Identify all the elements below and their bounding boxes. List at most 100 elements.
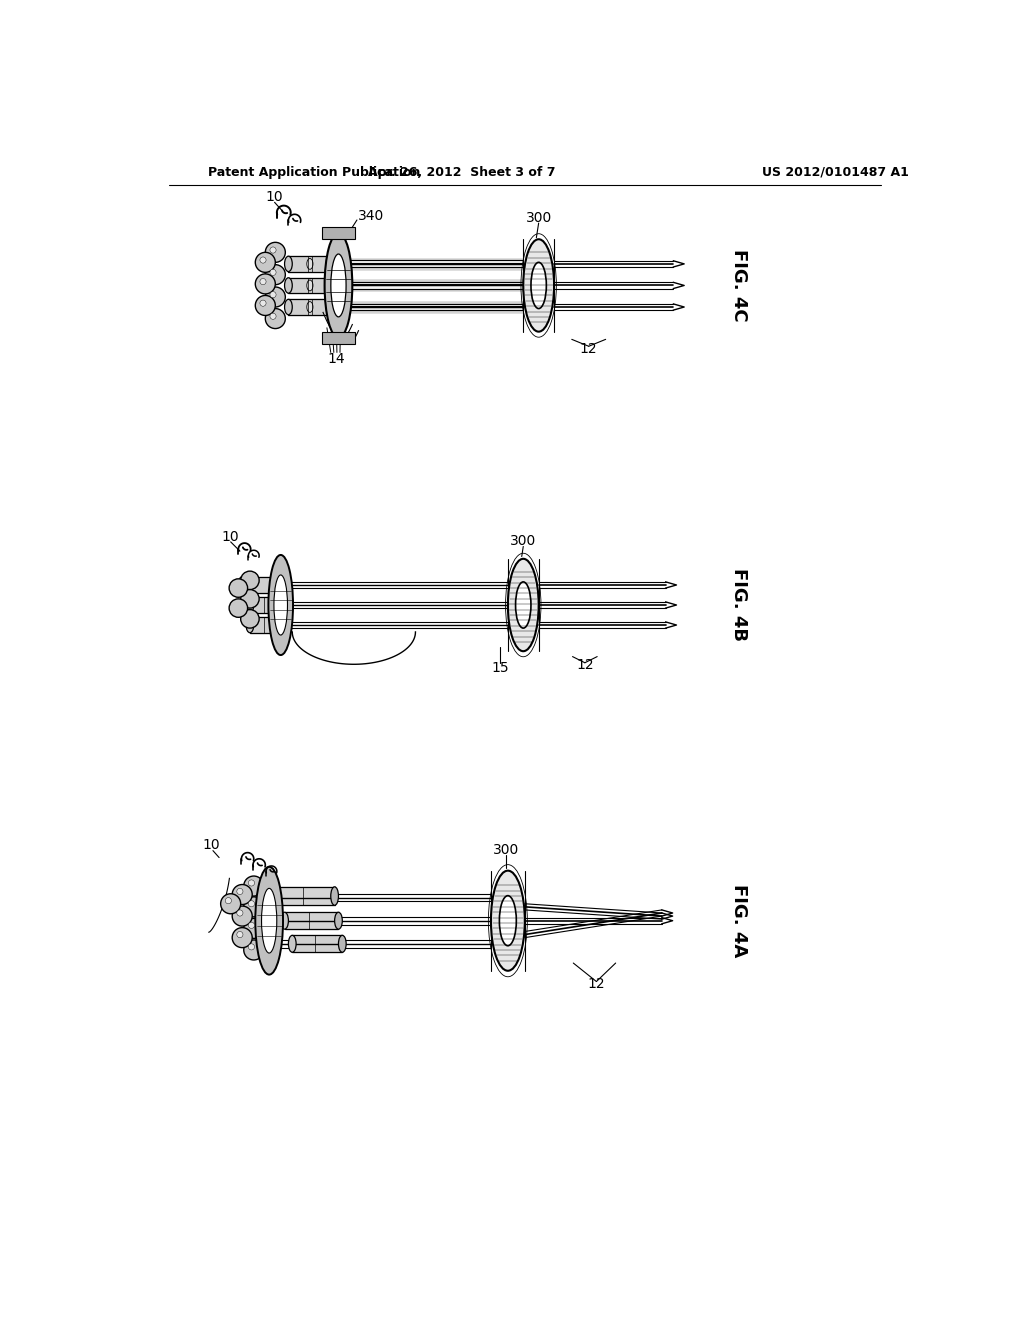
Ellipse shape [265,243,286,263]
Ellipse shape [285,277,292,293]
Ellipse shape [261,888,276,953]
Ellipse shape [244,896,264,917]
Bar [323,331,354,345]
Ellipse shape [270,313,276,319]
Ellipse shape [232,906,252,927]
Ellipse shape [490,871,525,970]
Text: 10: 10 [265,190,283,203]
Ellipse shape [335,912,342,929]
Polygon shape [281,622,508,628]
Ellipse shape [225,898,231,904]
Polygon shape [269,917,490,924]
Polygon shape [281,602,508,609]
Ellipse shape [249,923,255,928]
Text: 300: 300 [525,211,552,224]
Polygon shape [269,940,490,948]
Ellipse shape [273,887,281,906]
Ellipse shape [249,880,255,886]
Ellipse shape [279,618,286,632]
Ellipse shape [531,263,547,309]
Ellipse shape [515,582,531,628]
Polygon shape [292,936,342,952]
Text: 15: 15 [492,661,509,675]
Text: 340: 340 [357,209,384,223]
Polygon shape [339,282,523,289]
Ellipse shape [331,887,339,906]
Text: 12: 12 [580,342,598,355]
Ellipse shape [255,296,275,315]
Ellipse shape [220,894,241,913]
Ellipse shape [265,264,286,285]
Ellipse shape [307,280,313,290]
Polygon shape [289,277,336,293]
Polygon shape [554,261,674,267]
Text: FIG. 4B: FIG. 4B [730,569,748,642]
Ellipse shape [333,277,340,293]
Ellipse shape [285,300,292,314]
Polygon shape [539,582,666,589]
Ellipse shape [255,275,275,294]
Ellipse shape [244,940,264,960]
Ellipse shape [270,269,276,276]
Bar [323,227,354,239]
Polygon shape [289,256,336,272]
Polygon shape [339,304,523,310]
Ellipse shape [229,599,248,618]
Polygon shape [524,917,662,924]
Ellipse shape [260,300,266,306]
Text: 12: 12 [577,659,594,672]
Ellipse shape [244,876,264,896]
Ellipse shape [249,944,255,950]
Ellipse shape [260,279,266,285]
Ellipse shape [500,896,516,945]
Ellipse shape [307,259,313,269]
Ellipse shape [270,292,276,298]
Polygon shape [554,282,674,289]
Polygon shape [539,622,666,628]
Ellipse shape [289,936,296,952]
Ellipse shape [339,936,346,952]
Text: 300: 300 [494,843,519,857]
Polygon shape [276,887,335,906]
Ellipse shape [241,610,259,628]
Text: FIG. 4C: FIG. 4C [730,249,748,322]
Text: 14: 14 [328,351,345,366]
Ellipse shape [246,618,254,632]
Ellipse shape [249,900,255,907]
Text: 10: 10 [203,838,220,853]
Ellipse shape [333,256,340,272]
Polygon shape [339,260,523,268]
Ellipse shape [232,928,252,948]
Ellipse shape [255,252,275,272]
Ellipse shape [508,558,539,651]
Ellipse shape [268,554,293,655]
Text: US 2012/0101487 A1: US 2012/0101487 A1 [762,166,909,178]
Text: Apr. 26, 2012  Sheet 3 of 7: Apr. 26, 2012 Sheet 3 of 7 [368,166,555,178]
Ellipse shape [232,884,252,904]
Ellipse shape [285,256,292,272]
Ellipse shape [270,247,276,253]
Ellipse shape [265,309,286,329]
Ellipse shape [255,867,283,974]
Polygon shape [285,912,339,929]
Polygon shape [281,582,508,589]
Text: Patent Application Publication: Patent Application Publication [208,166,420,178]
Text: FIG. 4A: FIG. 4A [730,884,748,957]
Ellipse shape [239,577,246,594]
Ellipse shape [325,234,352,338]
Text: 10: 10 [222,531,240,544]
Polygon shape [539,602,666,609]
Ellipse shape [237,909,243,916]
Ellipse shape [279,577,286,594]
Ellipse shape [307,302,313,313]
Ellipse shape [237,932,243,937]
Polygon shape [269,894,490,902]
Ellipse shape [229,579,248,598]
Ellipse shape [260,257,266,263]
Ellipse shape [333,300,340,314]
Ellipse shape [279,597,286,612]
Ellipse shape [265,286,286,308]
Polygon shape [524,909,662,937]
Text: 12: 12 [588,977,605,991]
Ellipse shape [523,239,554,331]
